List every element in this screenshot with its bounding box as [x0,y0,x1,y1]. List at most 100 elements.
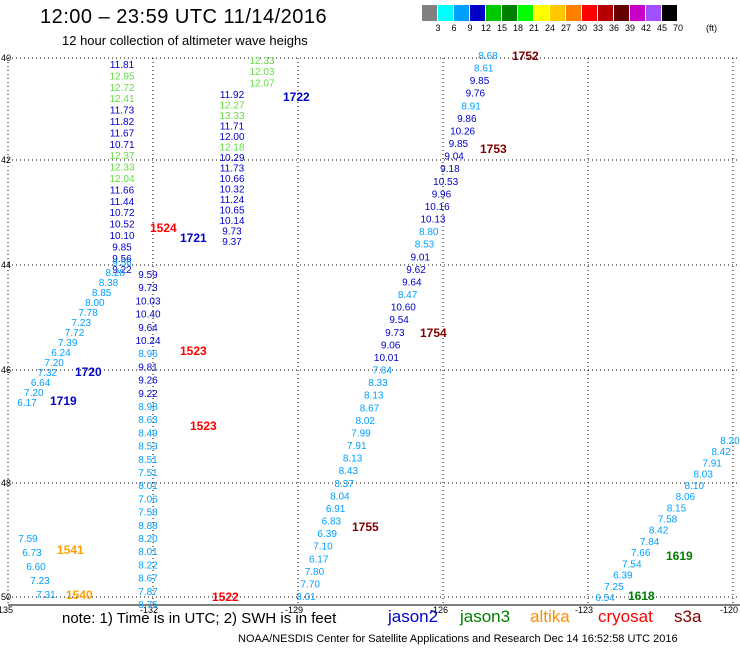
pass-label: 1522 [212,590,239,604]
swh-reading: 10.13 [420,215,445,226]
colorbar-label: 12 [480,23,491,33]
colorbar-label: 9 [467,23,473,33]
pass-label: 1721 [180,231,207,245]
swh-reading: 6.60 [26,562,46,573]
swh-reading: 9.56 [112,254,132,265]
swh-reading: 12.37 [109,151,134,162]
swh-reading: 6.91 [326,504,346,515]
swh-reading: 11.73 [110,106,135,117]
swh-reading: 12.18 [219,143,244,154]
swh-reading: 9.37 [222,237,242,248]
swh-reading: 6.24 [51,348,71,359]
swh-reading: 11.66 [110,185,135,196]
latitude-tick-label: 50 [1,592,11,602]
swh-reading: 9.06 [381,340,401,351]
swh-reading: 7.39 [58,338,78,349]
swh-reading: 8.28 [105,268,125,279]
pass-label: 1523 [180,344,207,358]
pass-label: 1524 [150,221,177,235]
swh-reading: 8.91 [461,101,481,112]
colorbar-label: 21 [528,23,539,33]
swh-reading: 10.14 [219,216,244,227]
swh-reading: 9.85 [470,76,490,87]
swh-reading: 9.81 [138,362,158,373]
pass-label: 1755 [352,520,379,534]
swh-reading: 9.26 [138,376,158,387]
colorbar-label: 30 [576,23,587,33]
longitude-tick-label: -132 [140,605,158,615]
swh-reading: 8.06 [676,492,696,503]
swh-reading: 8.00 [85,298,105,309]
swh-reading: 7.72 [65,328,85,339]
swh-reading: 10.72 [109,208,134,219]
legend-item-cryosat: cryosat [598,607,653,626]
swh-reading: 9.85 [112,242,132,253]
swh-reading: 11.44 [110,197,135,208]
swh-reading: 8.42 [711,447,731,458]
swh-reading: 7.80 [305,567,325,578]
swh-reading: 8.47 [398,290,418,301]
swh-reading: 8.13 [364,391,384,402]
swh-reading: 8.02 [356,416,376,427]
colorbar-swatch [614,5,630,21]
swh-reading: 10.10 [109,231,134,242]
swh-reading: 8.22 [138,560,158,571]
colorbar-label: 36 [608,23,619,33]
swh-reading: 6.17 [309,554,329,565]
swh-reading: 10.03 [135,296,160,307]
swh-reading: 7.58 [138,508,158,519]
swh-reading: 8.04 [330,491,350,502]
swh-reading: 10.71 [109,140,134,151]
swh-reading: 8.75 [138,600,158,611]
colorbar-label: 42 [640,23,651,33]
swh-reading: 8.51 [138,455,158,466]
swh-reading: 7.87 [138,587,158,598]
swh-reading: 9.22 [138,389,158,400]
pass-label: 1618 [628,589,655,603]
swh-reading: 7.10 [313,542,333,553]
swh-reading: 12.07 [249,78,274,89]
swh-reading: 7.20 [44,358,64,369]
swh-reading: 8.96 [138,349,158,360]
swh-reading: 9.85 [449,139,469,150]
swh-reading: 9.22 [112,265,132,276]
swh-reading: 8.01 [138,547,158,558]
swh-reading: 12.33 [249,56,274,67]
colorbar-swatch [550,5,566,21]
swh-reading: 7.06 [138,494,158,505]
swh-reading: 8.67 [360,403,380,414]
swh-reading: 8.01 [138,481,158,492]
swh-reading: 8.13 [343,454,363,465]
swh-reading: 12.03 [249,67,274,78]
swh-reading: 8.49 [138,428,158,439]
colorbar-label: 6 [451,23,457,33]
colorbar-swatch [646,5,662,21]
swh-reading: 9.62 [406,265,426,276]
page-subtitle: 12 hour collection of altimeter wave hei… [62,33,308,48]
pass-label: 1619 [666,549,693,563]
colorbar-swatch [502,5,518,21]
swh-reading: 13.33 [219,111,244,122]
swh-reading: 8.67 [138,574,158,585]
swh-reading: 7.99 [351,428,371,439]
colorbar-label: 18 [512,23,523,33]
swh-reading: 10.01 [374,353,399,364]
swh-reading: 7.51 [138,468,158,479]
swh-reading: 7.25 [604,582,624,593]
swh-reading: 11.67 [110,128,135,139]
swh-reading: 8.15 [667,503,687,514]
colorbar-label: 27 [560,23,571,33]
longitude-tick-label: -129 [285,605,303,615]
swh-reading: 7.23 [72,318,92,329]
longitude-tick-label: -120 [720,605,738,615]
longitude-tick-label: -126 [430,605,448,615]
page-title: 12:00 – 23:59 UTC 11/14/2016 [40,6,328,28]
swh-reading: 8.37 [334,479,354,490]
pass-label: 1540 [66,588,93,602]
swh-reading: 6.39 [613,571,633,582]
swh-reading: 7.70 [300,579,320,590]
swh-reading: 8.53 [415,240,435,251]
colorbar-label: 39 [624,23,635,33]
colorbar-swatch [582,5,598,21]
swh-reading: 10.32 [219,185,244,196]
